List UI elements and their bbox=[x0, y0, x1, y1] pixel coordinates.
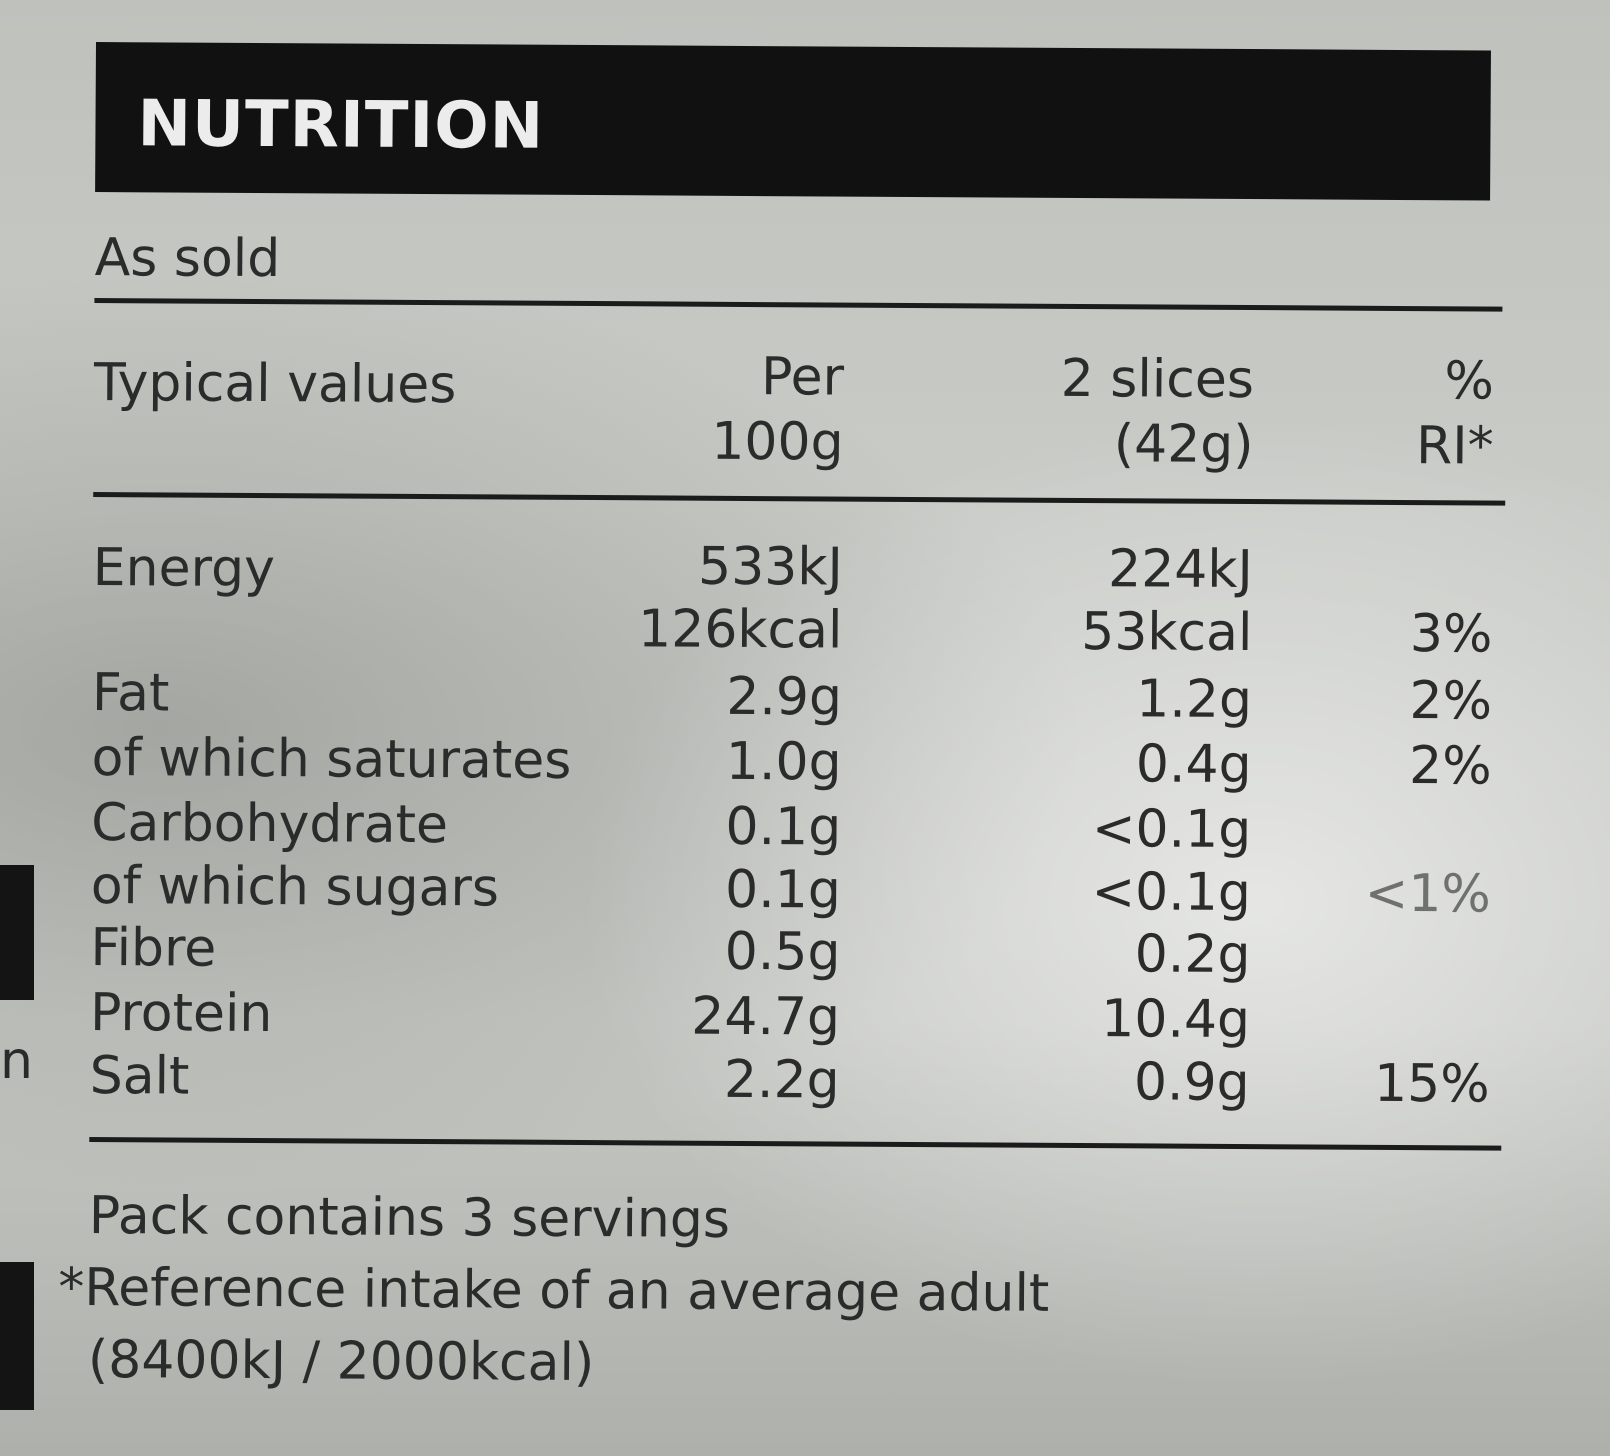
nutrient-name: of which saturates bbox=[91, 727, 572, 791]
col-header-ri-line2: RI* bbox=[1415, 416, 1494, 477]
col-header-per100-line1: Per bbox=[760, 347, 845, 408]
value-serving: 0.2g bbox=[1134, 924, 1251, 986]
nutrient-name: of which sugars bbox=[90, 855, 500, 919]
value-serving: 0.9g bbox=[1133, 1052, 1250, 1114]
reference-values: (8400kJ / 2000kcal) bbox=[87, 1329, 595, 1394]
edge-dark-block-upper bbox=[0, 865, 34, 1000]
value-ri: 15% bbox=[1373, 1053, 1490, 1115]
col-header-serving-line2: (42g) bbox=[1113, 414, 1254, 476]
nutrient-name: Carbohydrate bbox=[91, 792, 449, 856]
col-header-ri-line1: % bbox=[1444, 351, 1495, 412]
value-serving: 0.4g bbox=[1135, 734, 1252, 796]
edge-dark-block-lower bbox=[0, 1262, 34, 1410]
divider-header bbox=[93, 491, 1506, 506]
value-per100: 0.5g bbox=[724, 921, 841, 983]
divider-bottom bbox=[89, 1136, 1502, 1151]
col-header-per100-line2: 100g bbox=[711, 411, 844, 473]
value-per100: 2.2g bbox=[723, 1049, 840, 1111]
value-ri: 2% bbox=[1409, 671, 1493, 732]
as-sold-text: As sold bbox=[94, 227, 281, 290]
value-ri: 2% bbox=[1408, 736, 1492, 797]
value-per100: 0.1g bbox=[724, 859, 842, 921]
value-per100: 24.7g bbox=[691, 986, 841, 1048]
divider-top bbox=[94, 297, 1503, 312]
value-serving: 1.2g bbox=[1136, 669, 1253, 731]
value-serving: 10.4g bbox=[1101, 989, 1251, 1051]
banner-title: NUTRITION bbox=[137, 87, 545, 164]
nutrition-banner: NUTRITION bbox=[95, 42, 1491, 201]
value-serving: 224kJ bbox=[1107, 539, 1253, 601]
value-per100: 533kJ bbox=[697, 536, 843, 598]
nutrient-name: Fibre bbox=[90, 917, 217, 979]
reference-note: *Reference intake of an average adult bbox=[58, 1257, 1050, 1324]
nutrient-name: Fat bbox=[91, 662, 170, 724]
value-per100: 126kcal bbox=[637, 599, 843, 661]
col-header-label: Typical values bbox=[93, 352, 457, 416]
value-per100: 0.1g bbox=[725, 796, 842, 858]
value-per100: 2.9g bbox=[726, 666, 843, 728]
col-header-serving-line1: 2 slices bbox=[1060, 348, 1255, 411]
servings-note: Pack contains 3 servings bbox=[88, 1185, 731, 1250]
value-ri: <1% bbox=[1364, 863, 1492, 925]
nutrient-name: Protein bbox=[89, 982, 273, 1045]
value-ri: 3% bbox=[1409, 604, 1493, 665]
value-serving: <0.1g bbox=[1091, 799, 1252, 861]
nutrient-name: Salt bbox=[89, 1045, 190, 1107]
value-serving: <0.1g bbox=[1091, 862, 1252, 924]
nutrient-name: Energy bbox=[92, 537, 276, 600]
edge-partial-letter: n bbox=[0, 1031, 33, 1091]
nutrition-label: NUTRITION As sold Typical values Per 100… bbox=[58, 42, 1506, 1393]
value-per100: 1.0g bbox=[725, 731, 842, 793]
value-serving: 53kcal bbox=[1081, 602, 1253, 664]
